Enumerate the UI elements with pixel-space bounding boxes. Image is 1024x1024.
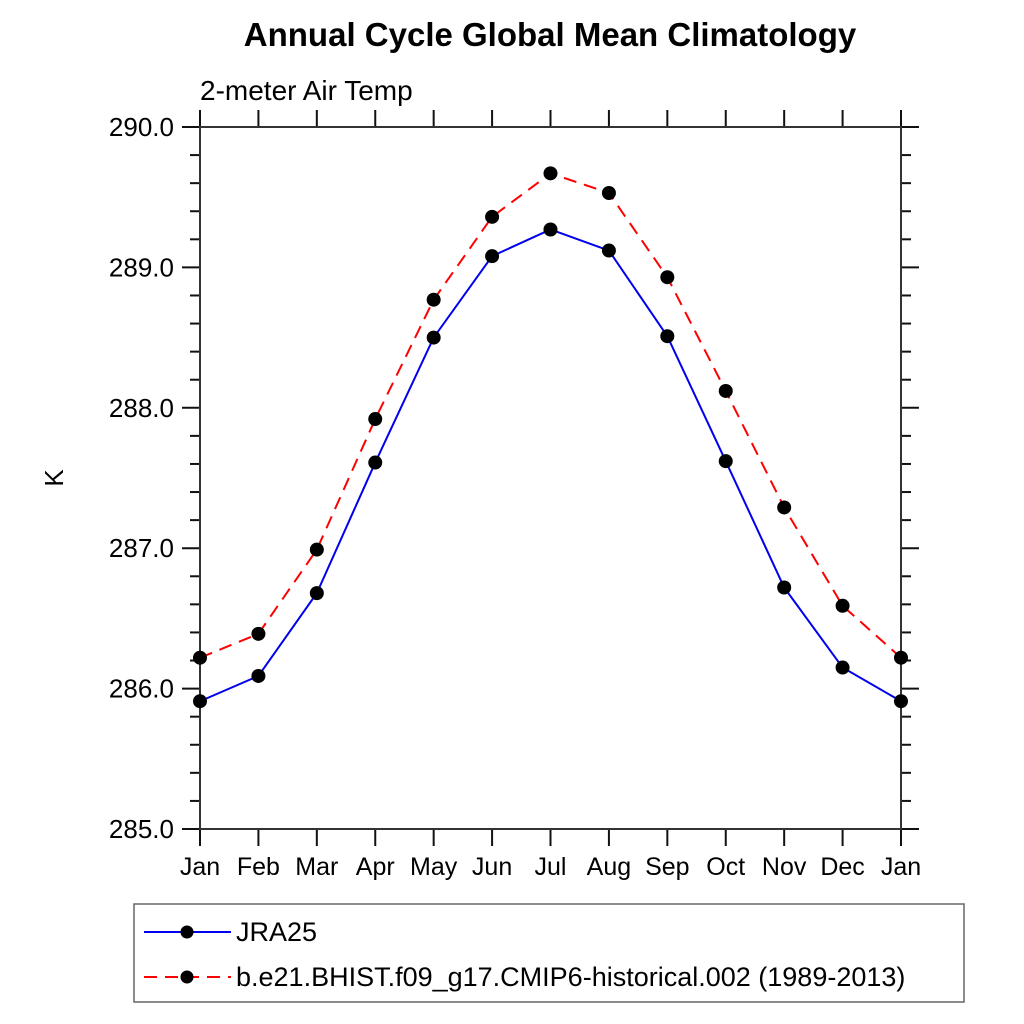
data-point-0 <box>543 222 558 237</box>
data-point-1 <box>309 542 324 557</box>
data-point-0 <box>485 249 500 264</box>
legend-marker-1 <box>180 970 194 984</box>
data-point-0 <box>251 668 266 683</box>
axis-ticks <box>182 110 919 846</box>
data-point-1 <box>426 292 441 307</box>
legend-label-0: JRA25 <box>236 917 317 947</box>
series-line-1 <box>199 172 902 659</box>
data-point-1 <box>777 500 792 515</box>
data-point-0 <box>368 455 383 470</box>
data-point-1 <box>368 412 383 427</box>
data-point-0 <box>777 580 792 595</box>
data-point-1 <box>718 383 733 398</box>
legend-marker-0 <box>180 925 194 939</box>
data-point-0 <box>660 329 675 344</box>
x-tick-label: Sep <box>645 853 689 881</box>
y-tick-label: 288.0 <box>109 393 174 423</box>
data-point-0 <box>309 586 324 601</box>
chart-subtitle: 2-meter Air Temp <box>200 75 413 106</box>
chart-title: Annual Cycle Global Mean Climatology <box>244 16 857 53</box>
data-point-1 <box>835 598 850 613</box>
data-point-0 <box>894 694 908 709</box>
x-tick-label: Apr <box>356 853 395 881</box>
y-tick-label: 286.0 <box>109 674 174 704</box>
data-point-0 <box>193 694 207 709</box>
data-point-0 <box>835 660 850 675</box>
y-tick-labels: 285.0 286.0 287.0 288.0 289.0 290.0 <box>109 112 174 844</box>
data-point-0 <box>426 330 441 345</box>
x-tick-label: Jun <box>472 853 512 881</box>
legend-box <box>133 903 965 1003</box>
x-tick-label: Dec <box>820 853 864 881</box>
x-tick-label: Jan <box>180 853 220 881</box>
y-axis-unit-label: K <box>39 469 69 487</box>
axis-box <box>199 126 902 830</box>
y-tick-label: 285.0 <box>109 814 174 844</box>
legend-label-1: b.e21.BHIST.f09_g17.CMIP6-historical.002… <box>236 962 905 992</box>
x-tick-labels: Jan Feb Mar Apr May Jun Jul Aug Sep Oct Nov Dec Jan <box>180 853 921 881</box>
plot-frame <box>199 126 902 830</box>
x-tick-label: Mar <box>295 853 338 881</box>
y-tick-label: 287.0 <box>109 533 174 563</box>
x-tick-label: Feb <box>237 853 280 881</box>
data-point-1 <box>543 166 558 181</box>
x-tick-label: Aug <box>587 853 631 881</box>
data-point-1 <box>660 270 675 285</box>
y-tick-label: 290.0 <box>109 112 174 142</box>
data-point-0 <box>601 243 616 258</box>
y-tick-label: 289.0 <box>109 252 174 282</box>
data-point-1 <box>601 185 616 200</box>
x-tick-label: Jan <box>881 853 921 881</box>
legend: JRA25 b.e21.BHIST.f09_g17.CMIP6-historica… <box>133 903 965 1003</box>
data-point-0 <box>718 454 733 469</box>
x-tick-label: Nov <box>762 853 807 881</box>
data-point-1 <box>894 650 908 665</box>
data-point-1 <box>251 626 266 641</box>
data-point-1 <box>193 650 207 665</box>
data-point-1 <box>485 209 500 224</box>
data-series <box>193 166 908 709</box>
x-tick-label: May <box>410 853 458 881</box>
x-tick-label: Jul <box>535 853 567 881</box>
x-tick-label: Oct <box>706 853 745 881</box>
series-line-0 <box>199 228 902 703</box>
